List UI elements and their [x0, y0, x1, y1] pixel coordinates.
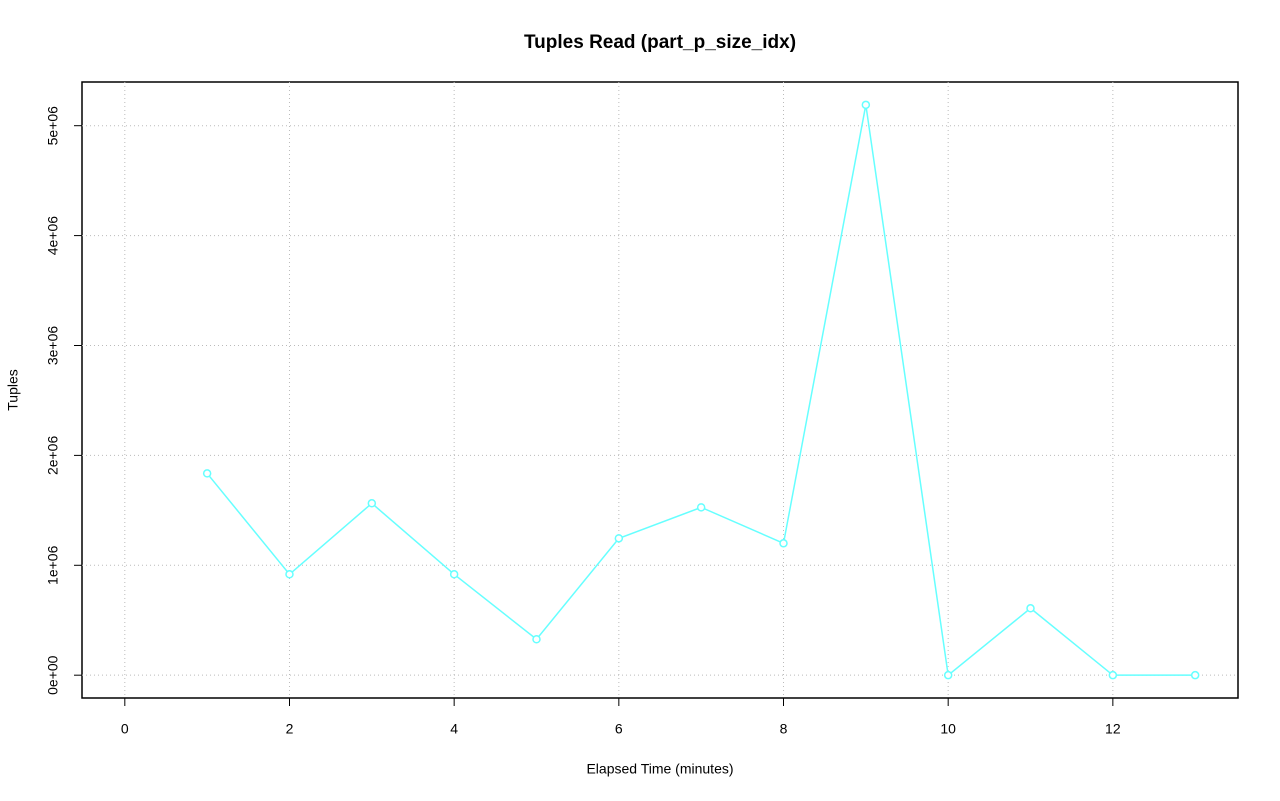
plot-frame	[81, 81, 1239, 699]
data-point	[202, 469, 212, 478]
y-tick-label: 2e+06	[45, 436, 61, 476]
data-point	[285, 570, 294, 579]
data-point	[614, 534, 624, 543]
y-tick-label: 1e+06	[45, 545, 61, 585]
y-axis-label: Tuples	[5, 369, 21, 411]
data-point	[1108, 670, 1118, 680]
data-point	[1190, 670, 1200, 680]
x-tick-label: 2	[286, 721, 294, 737]
data-point	[449, 570, 459, 579]
x-axis-label: Elapsed Time (minutes)	[586, 761, 733, 777]
y-tick-label: 3e+06	[45, 326, 61, 366]
data-point	[1026, 604, 1035, 613]
x-tick-label: 10	[940, 721, 956, 737]
x-tick-label: 6	[615, 721, 623, 737]
x-tick-label: 8	[780, 721, 788, 737]
x-tick-label: 0	[121, 721, 129, 737]
data-point	[861, 100, 871, 110]
y-tick-label: 5e+06	[45, 106, 61, 146]
y-tick-label: 4e+06	[45, 216, 61, 256]
data-point	[367, 499, 377, 508]
data-point	[532, 634, 541, 644]
series-line	[206, 104, 1196, 677]
x-tick-label: 4	[450, 721, 458, 737]
data-point	[779, 539, 788, 548]
data-point	[943, 670, 953, 680]
data-point	[696, 503, 706, 512]
chart-title: Tuples Read (part_p_size_idx)	[524, 32, 796, 53]
y-tick-label: 0e+00	[45, 655, 61, 695]
x-tick-label: 12	[1105, 721, 1121, 737]
